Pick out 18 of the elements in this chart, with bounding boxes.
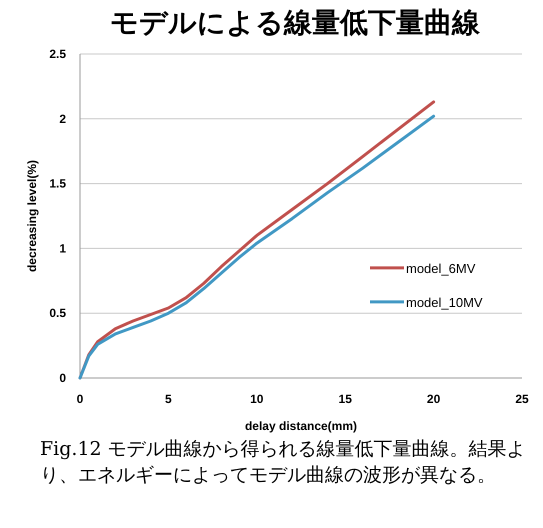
x-tick-label: 10: [250, 392, 264, 406]
y-tick-label: 0.5: [49, 306, 66, 320]
y-tick-label: 0: [59, 371, 66, 385]
x-tick-label: 20: [426, 392, 441, 406]
x-tick-label: 15: [338, 392, 352, 406]
legend-label: model_10MV: [406, 294, 483, 310]
legend-label: model_6MV: [406, 260, 476, 276]
x-tick-label: 25: [515, 392, 529, 406]
y-tick-label: 1.5: [49, 176, 66, 191]
x-tick-label: 0: [76, 392, 84, 406]
title: モデルによる線量低下量曲線: [109, 6, 481, 40]
y-tick-label: 2.5: [49, 47, 66, 61]
y-axis-title: decreasing level(%): [25, 160, 39, 272]
caption: Fig.12 モデル曲線から得られる線量低下量曲線。結果より、エネルギーによってモデル曲線の波形が異なる。: [40, 437, 527, 488]
x-axis-title: delay distance(mm): [244, 419, 358, 433]
x-tick-label: 5: [165, 392, 172, 406]
y-tick-label: 2: [59, 112, 66, 126]
y-tick-label: 1: [59, 241, 66, 256]
